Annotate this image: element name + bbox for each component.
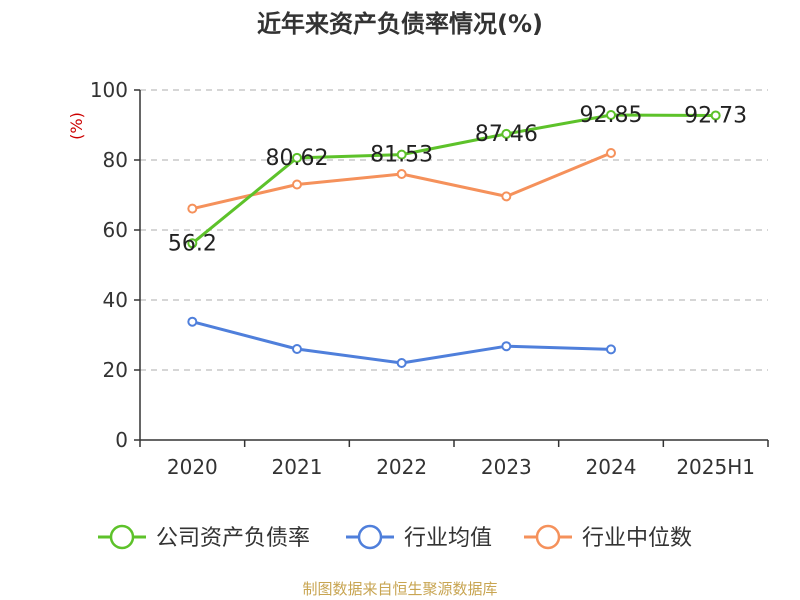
y-tick-label: 40 (103, 288, 128, 312)
legend-label: 行业均值 (404, 526, 492, 551)
x-tick-label: 2023 (481, 455, 532, 479)
data-point (501, 341, 512, 352)
grid-lines (140, 89, 768, 371)
y-tick-label: 80 (103, 148, 128, 172)
data-labels: 56.2 80.62 81.53 87.46 92.85 92.73 (168, 103, 747, 256)
axes: 0 20 40 60 80 100(%) 2020 2021 2022 2023 2024 2025H… (67, 78, 769, 479)
y-tick-label: 0 (115, 428, 128, 452)
data-point (292, 344, 302, 354)
data-point (606, 148, 616, 158)
legend: 公司资产负债率 行业均值 行业中位数 (98, 524, 692, 551)
legend-marker (109, 524, 135, 550)
data-point (292, 152, 302, 163)
y-axis-label: (%) (67, 112, 86, 140)
data-label: 87.46 (475, 122, 538, 147)
data-label: 92.85 (580, 103, 643, 128)
x-tick-label: 2021 (272, 455, 323, 479)
y-tick-label: 100 (90, 78, 128, 102)
x-tick-label: 2025H1 (676, 455, 755, 479)
chart-title: 近年来资产负债率情况(%) (257, 10, 543, 38)
data-label: 80.62 (266, 146, 329, 171)
legend-label: 公司资产负债率 (156, 526, 310, 551)
data-label: 92.73 (684, 103, 747, 128)
data-point (606, 344, 616, 355)
legend-marker (357, 524, 383, 550)
legend-marker (535, 524, 561, 550)
x-tick-label: 2024 (586, 455, 637, 479)
y-tick-label: 20 (103, 358, 128, 382)
legend-label: 行业中位数 (582, 526, 692, 551)
data-point (501, 191, 512, 202)
data-point (606, 110, 616, 121)
data-point (187, 203, 198, 214)
source-footer: 制图数据来自恒生聚源数据库 (302, 580, 498, 598)
data-point (396, 149, 407, 160)
x-tick-label: 2020 (167, 455, 218, 479)
series-line (191, 320, 612, 365)
data-point (187, 316, 198, 327)
data-point (292, 179, 302, 190)
data-point (187, 238, 198, 249)
series-line (191, 113, 716, 245)
x-tick-label: 2022 (376, 455, 427, 479)
data-point (710, 110, 721, 121)
data-label: 81.53 (370, 143, 433, 168)
series-layer (187, 110, 721, 368)
y-tick-label: 60 (103, 218, 128, 242)
data-label: 56.2 (168, 231, 217, 256)
data-point (501, 128, 512, 139)
data-point (396, 358, 407, 368)
data-point (396, 169, 407, 179)
